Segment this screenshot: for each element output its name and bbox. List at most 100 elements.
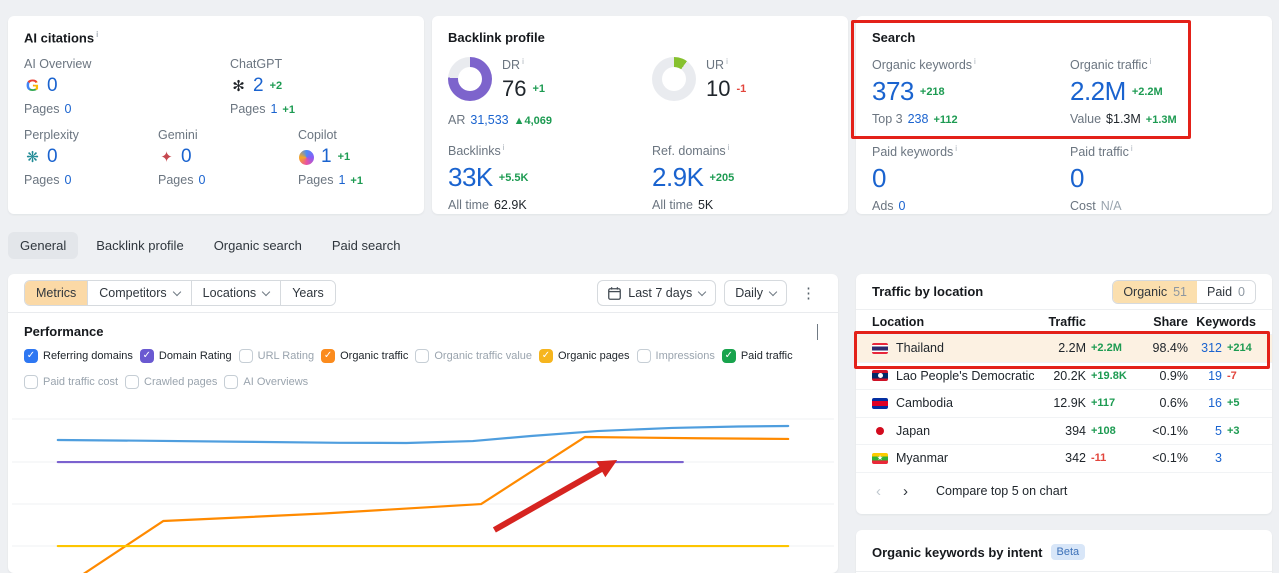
ai-source-label: AI Overview (24, 57, 92, 72)
chevron-down-icon (697, 287, 707, 296)
pages-count[interactable]: 0 (64, 102, 72, 117)
keywords-link[interactable]: 5 (1215, 423, 1222, 438)
citations-count[interactable]: 0 (47, 75, 58, 97)
traffic-value: 2.2M (1058, 341, 1086, 356)
toggle-option[interactable]: Organic 51 (1113, 280, 1198, 303)
collapse-button[interactable] (813, 322, 822, 341)
location-row[interactable]: Japan 394 +108 <0.1% 5 +3 (856, 418, 1272, 445)
organic-keywords-label: Organic keywords (872, 58, 973, 73)
compare-top5-link[interactable]: Compare top 5 on chart (936, 484, 1068, 498)
paid-keywords-label: Paid keywords (872, 145, 954, 160)
organic-keywords-value[interactable]: 373 (872, 76, 914, 107)
metric-toggles: Referring domains Domain Rating URL Rati… (8, 343, 838, 392)
checkbox-icon (321, 349, 336, 363)
value-delta: +1.3M (1145, 114, 1177, 127)
citations-count[interactable]: 2 (253, 75, 264, 97)
country-flag-icon (872, 370, 888, 382)
metric-toggle[interactable]: AI Overviews (224, 372, 308, 392)
metric-toggle[interactable]: Crawled pages (125, 372, 217, 392)
keywords-link[interactable]: 16 (1208, 396, 1222, 411)
prev-page-button[interactable]: ‹ (872, 483, 885, 500)
tab[interactable]: Backlink profile (84, 232, 195, 259)
metric-toggle[interactable]: Domain Rating (139, 346, 232, 366)
metric-toggle[interactable]: Impressions (636, 346, 715, 366)
location-row[interactable]: Cambodia 12.9K +117 0.6% 16 +5 (856, 390, 1272, 418)
calendar-icon (608, 286, 622, 300)
tab[interactable]: Paid search (320, 232, 413, 259)
pages-count[interactable]: 1 (270, 102, 278, 117)
backlinks-label: Backlinks (448, 144, 501, 159)
organic-traffic-value[interactable]: 2.2M (1070, 76, 1126, 107)
ai-citation-item: Gemini ✦ 0 Pages 0 (158, 128, 298, 187)
pages-count[interactable]: 1 (338, 173, 346, 188)
keywords-link[interactable]: 19 (1208, 368, 1222, 383)
tab[interactable]: Organic search (202, 232, 314, 259)
location-row[interactable]: Thailand 2.2M +2.2M 98.4% 312 +214 (856, 335, 1272, 363)
organic-paid-toggle: Organic 51 Paid 0 (1112, 279, 1256, 304)
traffic-delta: +108 (1091, 424, 1116, 437)
date-range-button[interactable]: Last 7 days (597, 280, 717, 306)
info-icon: i (96, 30, 99, 39)
ref-domains-label: Ref. domains (652, 144, 726, 159)
ads-value[interactable]: 0 (898, 199, 906, 214)
chevron-up-icon (817, 324, 818, 340)
ar-value[interactable]: 31,533 (470, 113, 509, 128)
ai-source-icon: G (25, 76, 40, 96)
search-card: Search Organic keywords i 373 +218 Top 3 23… (856, 16, 1272, 214)
value-amount: $1.3M (1106, 112, 1141, 127)
top3-value[interactable]: 238 (907, 112, 929, 127)
organic-traffic-label: Organic traffic (1070, 58, 1148, 73)
competitors-button[interactable]: Competitors (87, 281, 191, 305)
location-name: Lao People's Democratic Reput (896, 368, 1034, 383)
location-name: Cambodia (896, 396, 953, 411)
traffic-by-location-title: Traffic by location (872, 284, 984, 299)
info-icon: i (727, 143, 730, 153)
next-page-button[interactable]: › (899, 483, 912, 500)
share-value: 0.9% (1159, 368, 1189, 383)
locations-button[interactable]: Locations (190, 281, 281, 305)
metrics-button[interactable]: Metrics (25, 281, 88, 305)
citations-count[interactable]: 0 (47, 146, 58, 168)
tab[interactable]: General (8, 232, 79, 259)
ref-domains-value[interactable]: 2.9K (652, 162, 704, 193)
location-table-body: Thailand 2.2M +2.2M 98.4% 312 +214 Lao P… (856, 335, 1272, 473)
metric-toggle[interactable]: Organic traffic value (415, 346, 532, 366)
country-flag-icon (872, 342, 888, 354)
metric-toggle[interactable]: Paid traffic (721, 346, 793, 366)
top3-delta: +112 (933, 114, 958, 127)
paid-traffic-value[interactable]: 0 (1070, 163, 1084, 194)
citations-count[interactable]: 0 (181, 146, 192, 168)
metric-toggle[interactable]: Referring domains (24, 346, 133, 366)
citations-count[interactable]: 1 (321, 146, 332, 168)
pages-label: Pages (24, 102, 60, 117)
granularity-button[interactable]: Daily (724, 280, 787, 306)
keywords-link[interactable]: 3 (1215, 451, 1222, 466)
checkbox-icon (539, 349, 553, 363)
toggle-option[interactable]: Paid 0 (1197, 280, 1255, 303)
paid-keywords-value[interactable]: 0 (872, 163, 886, 194)
location-name: Thailand (896, 341, 944, 356)
backlink-profile-title: Backlink profile (448, 30, 545, 45)
traffic-by-location-card: Traffic by location Organic 51 Paid 0 Loca… (856, 274, 1272, 514)
location-row[interactable]: Lao People's Democratic Reput 20.2K +19.… (856, 363, 1272, 390)
metric-toggle[interactable]: Organic traffic (321, 346, 408, 366)
pages-label: Pages (298, 173, 334, 188)
pages-count[interactable]: 0 (64, 173, 72, 188)
location-row[interactable]: Myanmar 342 -11 <0.1% 3 (856, 445, 1272, 473)
search-title: Search (872, 30, 916, 45)
more-options-button[interactable]: ⋮ (795, 282, 822, 304)
location-table-header: Location Traffic Share Keywords (856, 310, 1272, 335)
metric-toggle[interactable]: Organic pages (539, 346, 630, 366)
traffic-value: 20.2K (1053, 368, 1086, 383)
metric-toggle[interactable]: Paid traffic cost (24, 372, 118, 392)
backlinks-value[interactable]: 33K (448, 162, 493, 193)
years-button[interactable]: Years (280, 281, 335, 305)
column-location: Location (872, 315, 925, 329)
alltime-label: All time (448, 198, 489, 213)
cost-label: Cost (1070, 199, 1096, 214)
metric-toggle[interactable]: URL Rating (238, 346, 314, 366)
ai-citation-item: AI Overview G 0 Pages 0 (24, 57, 230, 116)
pages-count[interactable]: 0 (198, 173, 206, 188)
checkbox-icon (415, 349, 430, 363)
keywords-link[interactable]: 312 (1201, 341, 1222, 356)
